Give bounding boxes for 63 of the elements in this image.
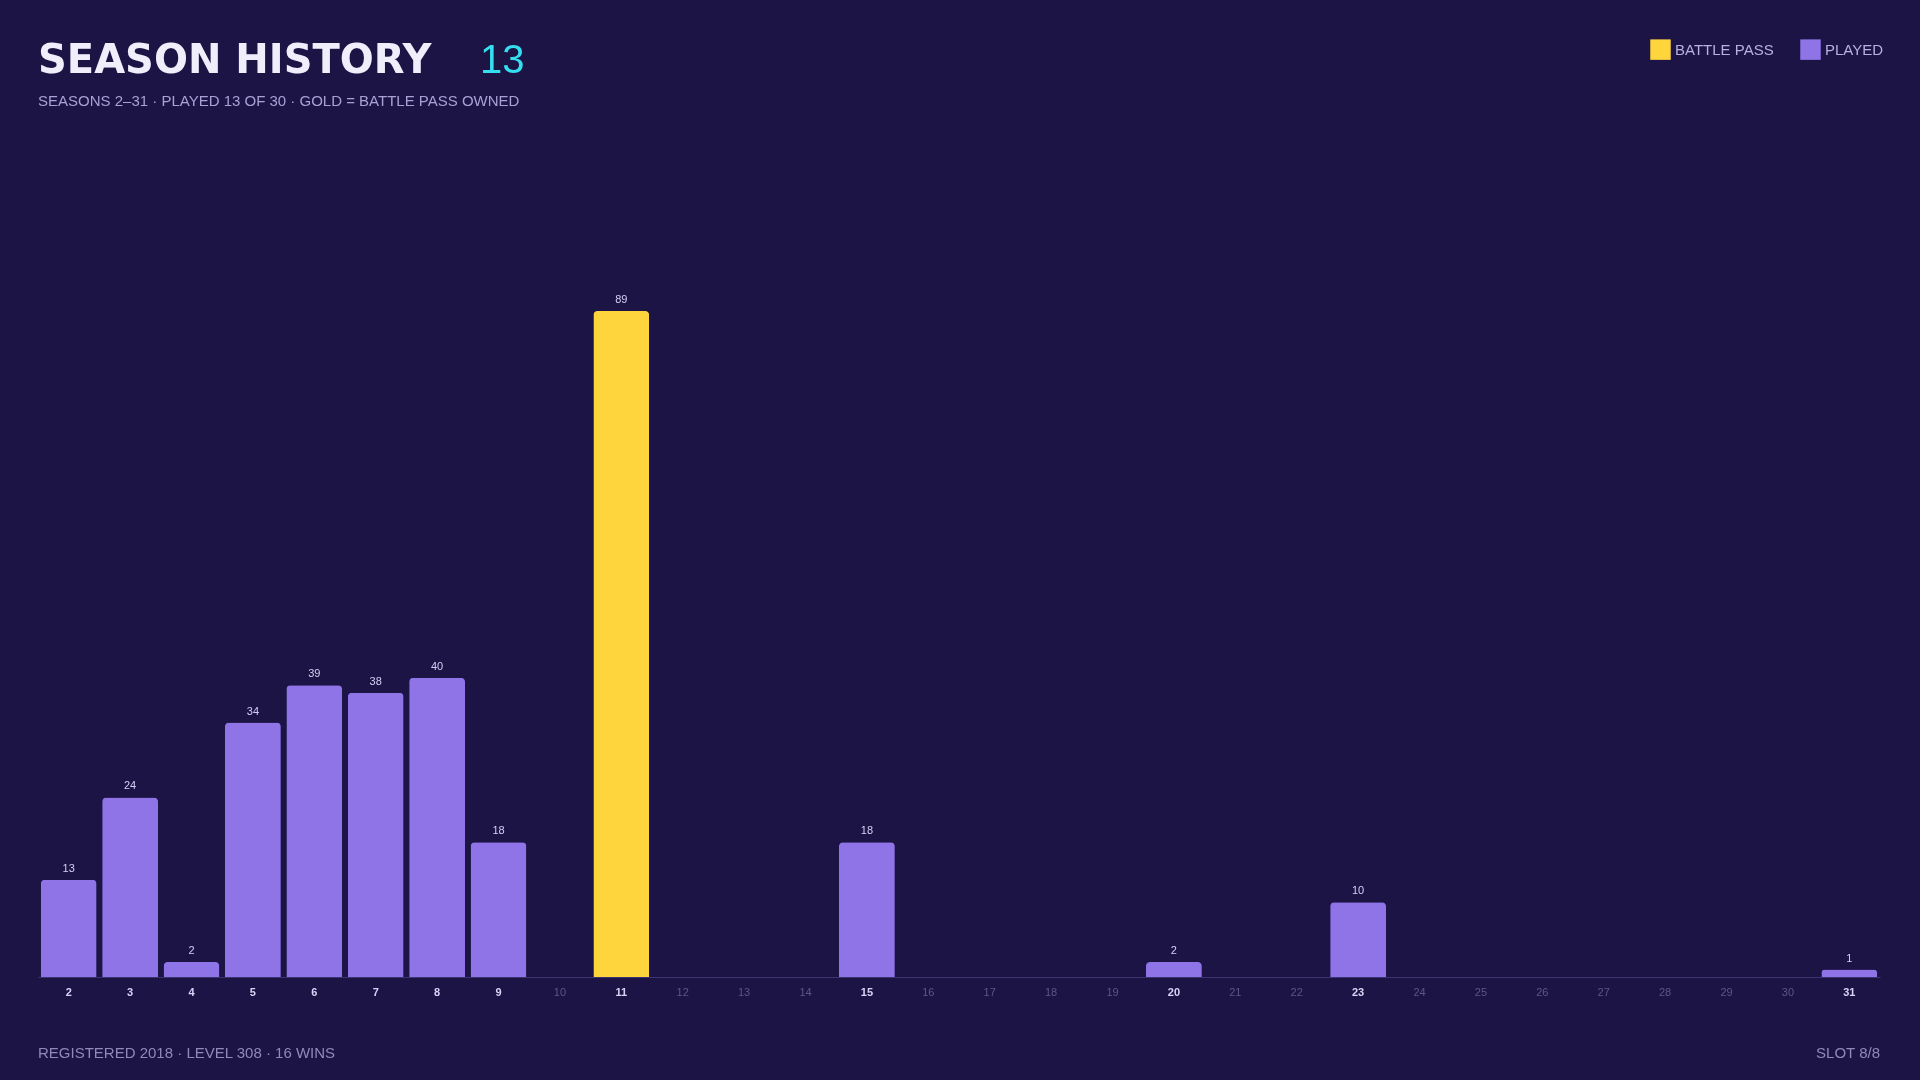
data-label: 13 bbox=[62, 861, 75, 874]
bar bbox=[347, 692, 404, 977]
data-label: 40 bbox=[430, 659, 444, 672]
text: REGISTERED 2018 · LEVEL 308 · 16 WINS bbox=[38, 1044, 336, 1061]
x-tick-label: 27 bbox=[1597, 986, 1610, 998]
text: 13 bbox=[480, 37, 525, 81]
data-label: 18 bbox=[492, 824, 505, 837]
data-label: 38 bbox=[369, 674, 382, 687]
data-label: 1 bbox=[1846, 951, 1853, 964]
chart-subtitle: SEASONS 2–31 · PLAYED 13 OF 30 · GOLD = BATTLE PASS OWNED bbox=[38, 92, 520, 109]
x-tick-label: 11 bbox=[615, 986, 628, 998]
x-tick-label: 30 bbox=[1781, 986, 1795, 998]
x-tick-label: 19 bbox=[1106, 986, 1119, 998]
legend-label: BATTLE PASS bbox=[1675, 40, 1774, 58]
chart-title: SEASON HISTORY bbox=[38, 36, 433, 82]
data-label: 89 bbox=[615, 293, 628, 305]
x-tick-label: 16 bbox=[922, 986, 935, 998]
x-tick-label: 23 bbox=[1351, 986, 1365, 998]
data-label: 2 bbox=[1170, 944, 1177, 957]
x-tick-label: 24 bbox=[1413, 986, 1426, 998]
x-tick-label: 28 bbox=[1658, 986, 1672, 998]
bar bbox=[163, 962, 220, 977]
data-label: 18 bbox=[860, 824, 874, 837]
bar bbox=[470, 842, 527, 977]
bar bbox=[224, 722, 281, 977]
bar bbox=[1821, 969, 1878, 977]
x-tick-label: 13 bbox=[737, 986, 751, 998]
x-tick-label: 3 bbox=[127, 986, 134, 998]
bar bbox=[102, 797, 159, 977]
x-tick-label: 25 bbox=[1474, 986, 1488, 998]
x-tick-label: 7 bbox=[372, 986, 379, 998]
text: SLOT 8/8 bbox=[1816, 1044, 1880, 1061]
bar bbox=[40, 879, 97, 977]
data-label: 24 bbox=[123, 779, 137, 792]
x-tick-label: 20 bbox=[1167, 986, 1181, 998]
bar bbox=[838, 842, 895, 977]
data-label: 2 bbox=[188, 944, 195, 957]
legend-label: PLAYED bbox=[1825, 40, 1884, 58]
x-tick-label: 9 bbox=[495, 986, 502, 998]
x-tick-label: 10 bbox=[553, 986, 567, 998]
x-tick-label: 26 bbox=[1536, 986, 1549, 998]
x-tick-label: 8 bbox=[434, 986, 441, 998]
x-tick-label: 4 bbox=[188, 986, 196, 998]
data-label: 34 bbox=[246, 704, 260, 717]
bar bbox=[1145, 962, 1202, 977]
bar bbox=[1330, 902, 1387, 977]
x-tick-label: 5 bbox=[249, 986, 256, 998]
x-tick-label: 17 bbox=[983, 986, 996, 998]
x-tick-label: 2 bbox=[65, 986, 72, 998]
x-tick-label: 6 bbox=[311, 986, 318, 998]
data-label: 10 bbox=[1351, 884, 1365, 897]
x-tick-label: 22 bbox=[1290, 986, 1303, 998]
bar bbox=[286, 685, 343, 977]
x-tick-label: 21 bbox=[1229, 986, 1242, 998]
x-tick-label: 12 bbox=[676, 986, 689, 998]
data-label: 39 bbox=[308, 667, 321, 680]
x-tick-label: 18 bbox=[1044, 986, 1058, 998]
x-tick-label: 15 bbox=[860, 986, 874, 998]
x-tick-label: 29 bbox=[1720, 986, 1733, 998]
x-tick-label: 14 bbox=[799, 986, 812, 998]
bar bbox=[409, 677, 466, 977]
bar bbox=[593, 311, 650, 977]
x-tick-label: 31 bbox=[1843, 986, 1856, 998]
